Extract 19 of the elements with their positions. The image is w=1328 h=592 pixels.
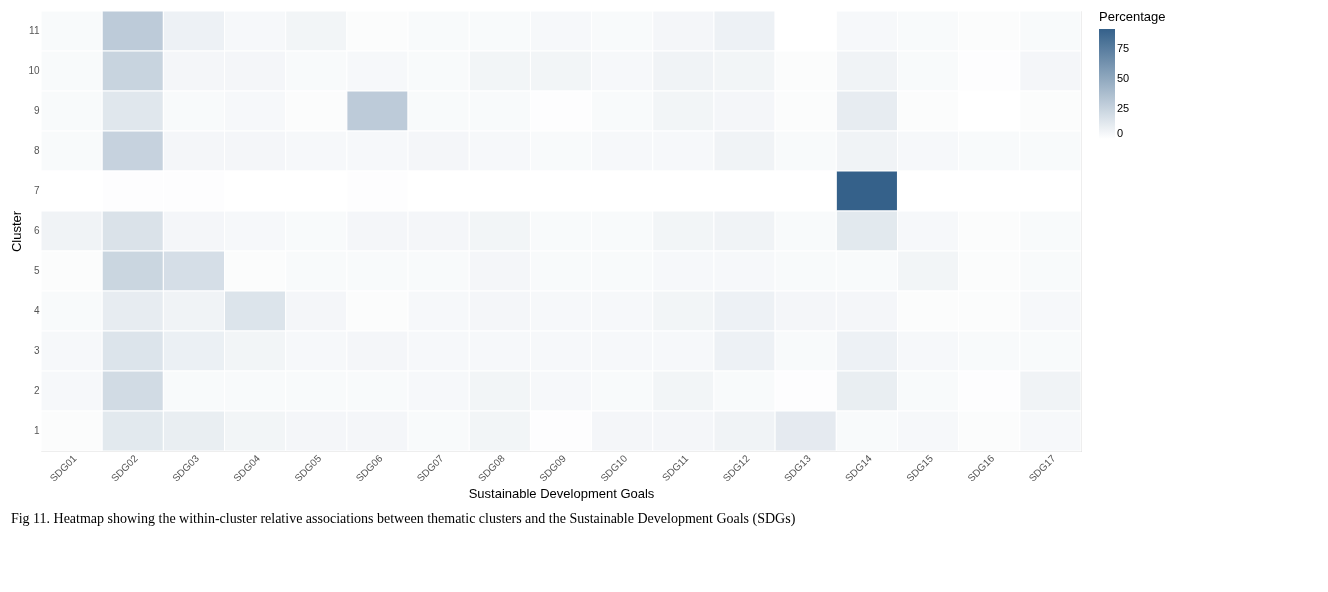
y-tick-label: 11: [29, 25, 40, 36]
color-bar-label: 25: [1117, 102, 1130, 115]
y-tick-label: 3: [33, 345, 40, 356]
color-bar-label: 0: [1117, 127, 1124, 139]
y-tick-label: 10: [28, 65, 40, 76]
legend-title: Percentage: [1099, 9, 1166, 24]
y-tick-label: 5: [33, 265, 40, 276]
color-bar-label: 50: [1117, 72, 1130, 85]
y-tick-label: 6: [33, 225, 40, 236]
y-tick-label: 2: [33, 385, 40, 396]
caption: Fig 11. Heatmap showing the within-cluster relative associations between thematic clusters and the Sustainable Development Goals (SDGs): [10, 511, 796, 528]
y-tick-label: 4: [33, 305, 40, 316]
y-tick-label: 7: [33, 185, 40, 196]
y-axis-title: Cluster: [9, 210, 25, 253]
color-bar-label: 75: [1117, 42, 1130, 55]
x-axis-title: Sustainable Development Goals: [468, 485, 655, 501]
y-tick-label: 1: [33, 425, 40, 436]
y-tick-label: 9: [33, 105, 40, 116]
y-tick-label: 8: [33, 145, 40, 156]
